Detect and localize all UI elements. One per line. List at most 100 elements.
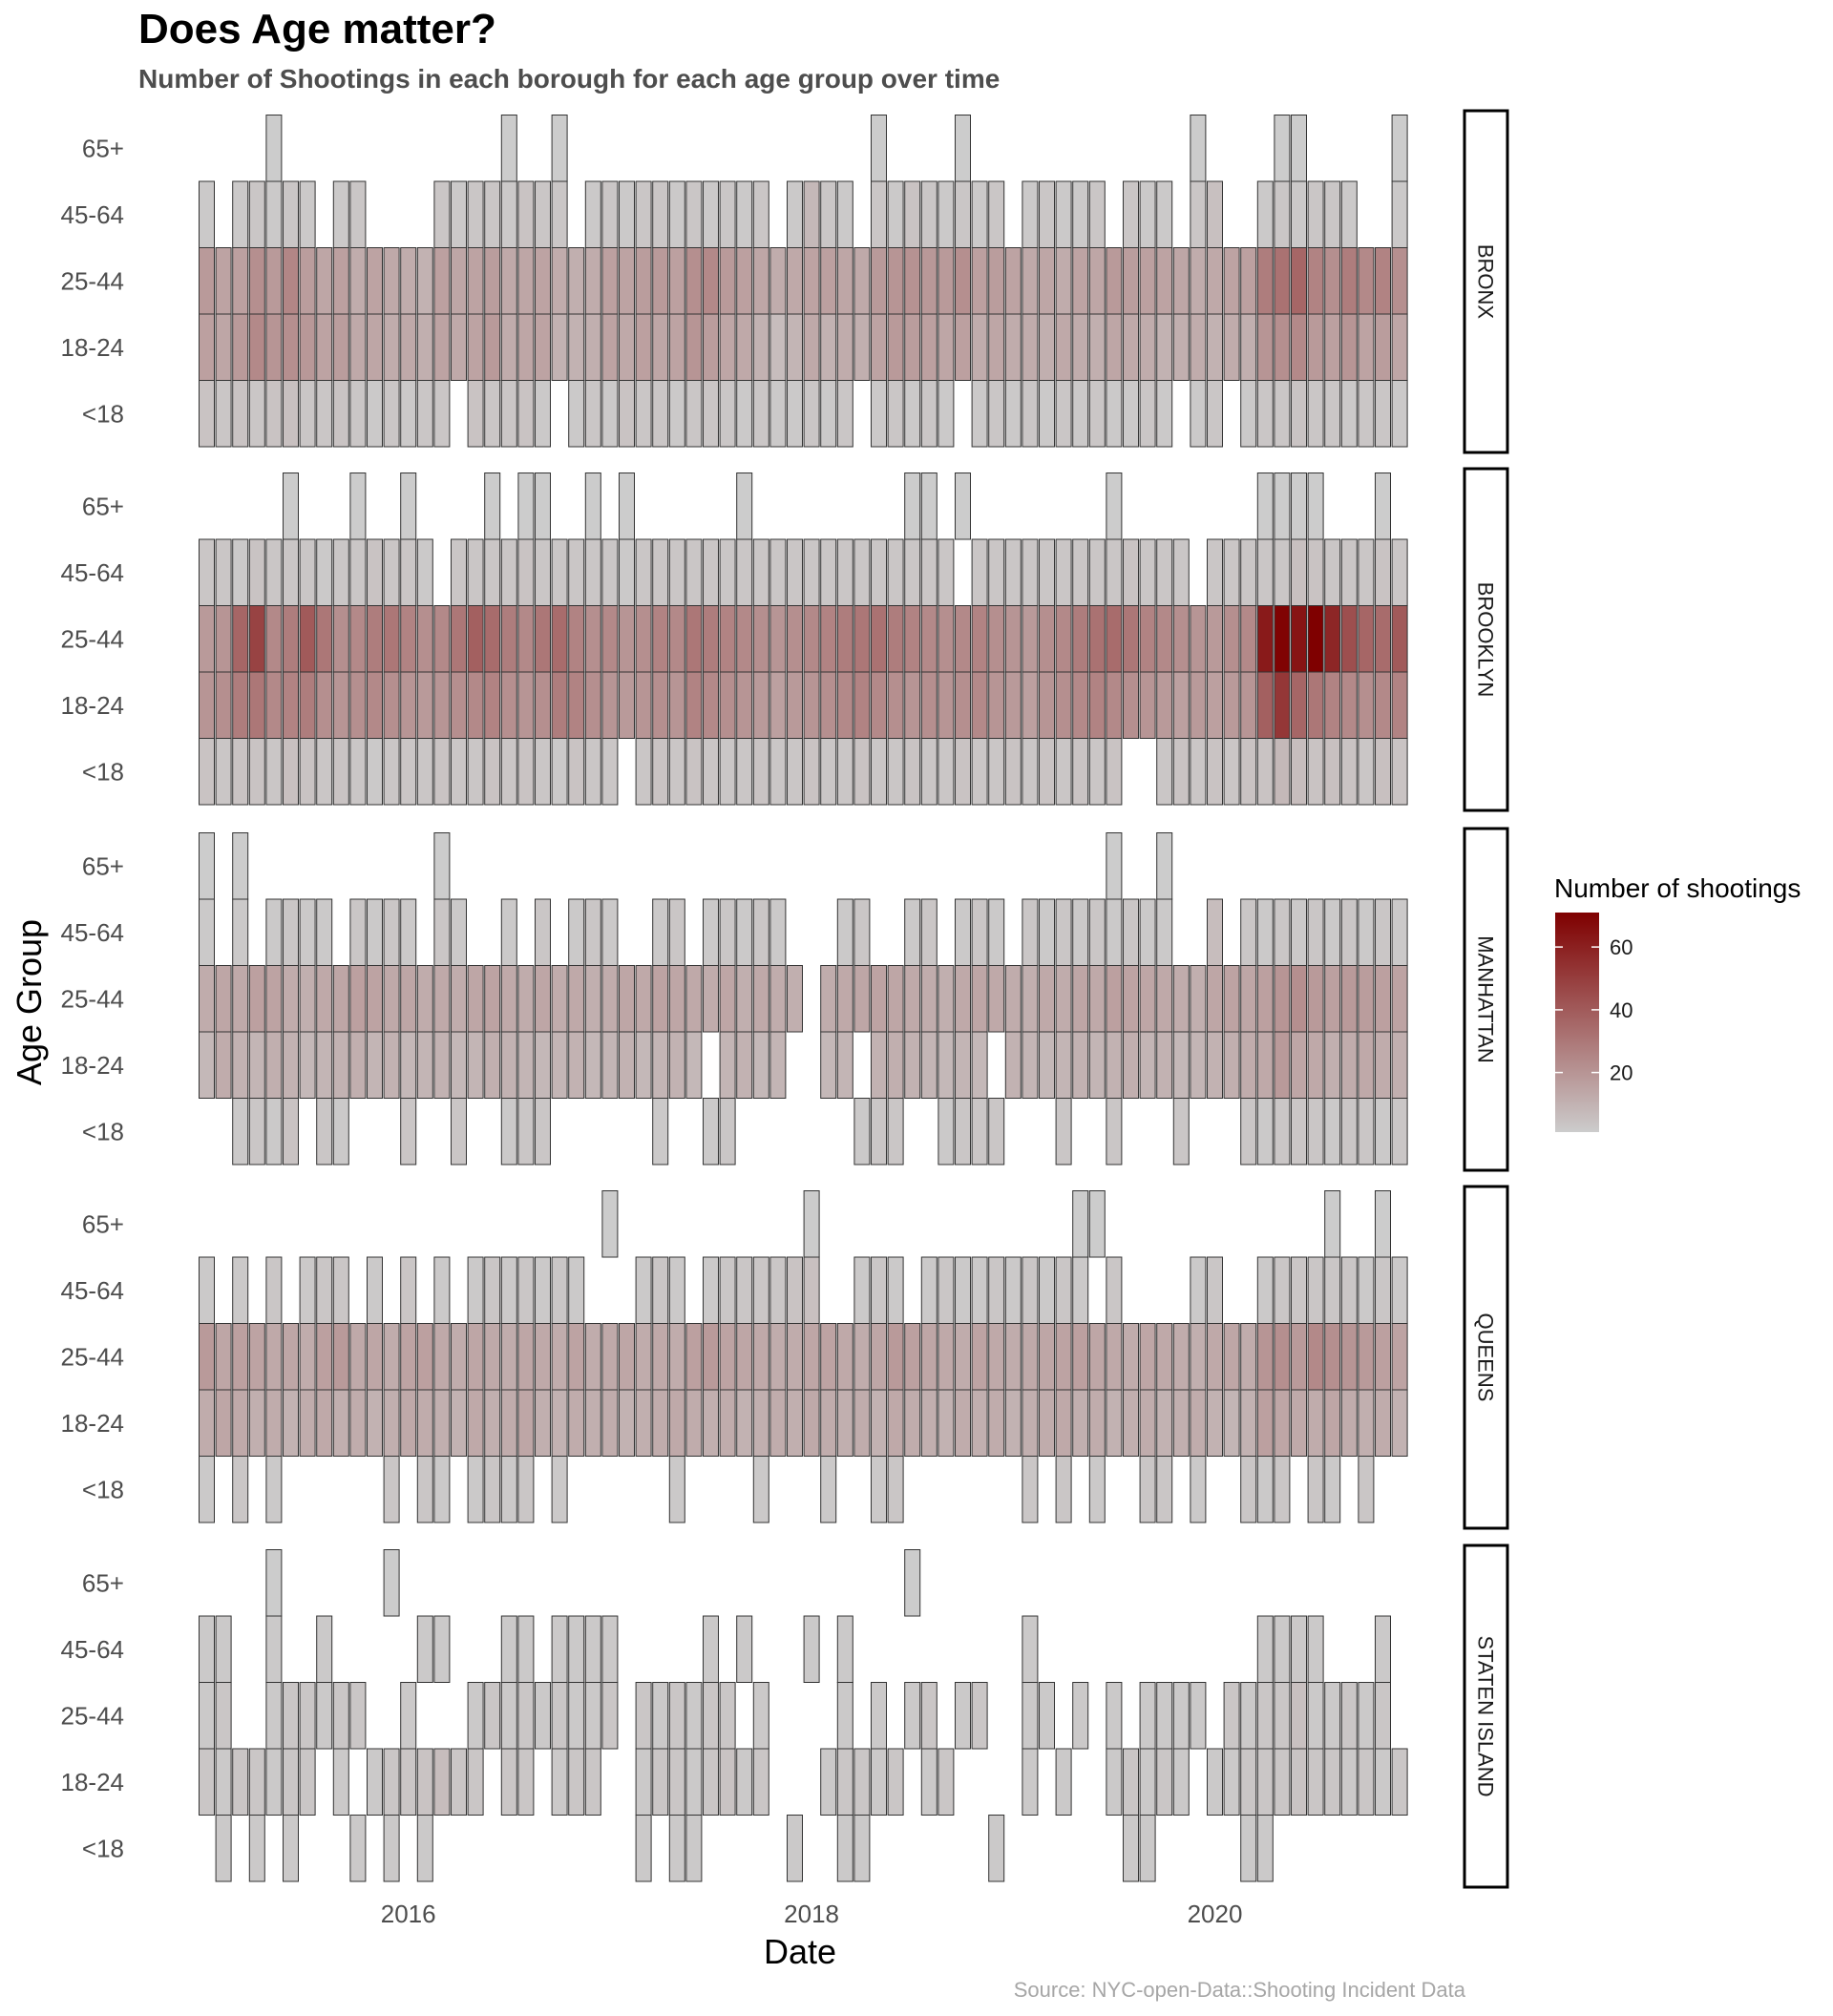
heatmap-cell: QUEENS 18-24 2015-07: 12: [299, 1389, 316, 1457]
heatmap-cell: BRONX 25-44 2017-10: 14: [752, 247, 769, 315]
heatmap-cell: QUEENS 45-64 2015-11: 2: [367, 1256, 383, 1324]
heatmap-cell: MANHATTAN 18-24 2019-02: 9: [1022, 1031, 1039, 1099]
heatmap-cell: MANHATTAN 45-64 2020-10: 2: [1358, 898, 1375, 966]
heatmap-cell: QUEENS 18-24 2016-06: 11: [484, 1389, 501, 1457]
heatmap-cell: BRONX <18 2016-02: 3: [416, 380, 433, 448]
legend-tick-label: 20: [1610, 1061, 1633, 1085]
heatmap-cell: QUEENS 25-44 2019-11: 12: [1172, 1323, 1190, 1391]
heatmap-cell: QUEENS 18-24 2016-10: 10: [551, 1389, 568, 1457]
heatmap-cell: BRONX 25-44 2018-12: 17: [988, 247, 1005, 315]
heatmap-cell: BROOKLYN 25-44 2020-09: 44: [1340, 605, 1358, 673]
heatmap-cell: BRONX 18-24 2020-11: 17: [1375, 313, 1391, 381]
heatmap-cell: MANHATTAN 45-64 2020-08: 2: [1324, 898, 1341, 966]
heatmap-cell: MANHATTAN 45-64 2019-10: 2: [1156, 898, 1173, 966]
heatmap-cell: MANHATTAN 45-64 2017-08: 3: [719, 898, 736, 966]
heatmap-cell: MANHATTAN <18 2017-08: 3: [719, 1098, 736, 1166]
heatmap-cell: STATEN ISLAND 25-44 2018-11: 3: [971, 1682, 988, 1750]
heatmap-cell: BRONX 18-24 2019-10: 10: [1156, 313, 1173, 381]
heatmap-cell: QUEENS 25-44 2019-10: 13: [1156, 1323, 1173, 1391]
heatmap-cell: BROOKLYN 18-24 2020-05: 52: [1274, 671, 1291, 739]
heatmap-cell: BRONX 25-44 2018-01: 15: [803, 247, 820, 315]
heatmap-cell: BROOKLYN 25-44 2020-08: 58: [1324, 605, 1341, 673]
heatmap-cell: MANHATTAN 18-24 2016-03: 10: [433, 1031, 451, 1099]
heatmap-cell: BROOKLYN 18-24 2020-07: 30: [1307, 671, 1324, 739]
heatmap-cell: BRONX <18 2017-06: 3: [685, 380, 703, 448]
heatmap-cell: BROOKLYN <18 2018-12: 3: [988, 738, 1005, 806]
heatmap-cell: BRONX 25-44 2018-05: 18: [871, 247, 887, 315]
heatmap-cell: BRONX 18-24 2018-09: 14: [938, 313, 955, 381]
heatmap-cell: BRONX 45-64 2019-05: 2: [1072, 180, 1089, 248]
heatmap-cell: QUEENS 45-64 2015-01: 2: [199, 1256, 215, 1324]
heatmap-cell: STATEN ISLAND 25-44 2017-01: 3: [601, 1682, 619, 1750]
heatmap-cell: BROOKLYN 45-64 2018-02: 3: [820, 538, 837, 606]
heatmap-cell: MANHATTAN 25-44 2018-10: 13: [955, 965, 971, 1033]
heatmap-cell: QUEENS 25-44 2019-12: 11: [1190, 1323, 1207, 1391]
heatmap-cell: MANHATTAN 45-64 2016-11: 2: [568, 898, 585, 966]
heatmap-cell: BROOKLYN <18 2018-04: 4: [853, 738, 871, 806]
facet-strips: BRONX BROOKLYN MANHATTAN QUEENS STATEN ISLAN…: [1463, 109, 1509, 1889]
heatmap-cell: QUEENS 25-44 2017-01: 13: [601, 1323, 619, 1391]
heatmap-cell: BROOKLYN 18-24 2018-03: 24: [836, 671, 853, 739]
heatmap-cell: MANHATTAN 25-44 2020-07: 18: [1307, 965, 1324, 1033]
heatmap-cell: STATEN ISLAND 18-24 2016-10: 2: [551, 1748, 568, 1816]
heatmap-cell: STATEN ISLAND 18-24 2017-07: 3: [703, 1748, 719, 1816]
heatmap-cell: BROOKLYN 25-44 2019-10: 24: [1156, 605, 1173, 673]
heatmap-cell: BRONX 25-44 2019-11: 14: [1172, 247, 1190, 315]
heatmap-cell: STATEN ISLAND <18 2018-03: 2: [836, 1815, 853, 1882]
heatmap-cell: MANHATTAN 25-44 2015-11: 15: [367, 965, 383, 1033]
heatmap-cell: MANHATTAN 25-44 2015-02: 14: [215, 965, 232, 1033]
heatmap-cell: MANHATTAN 18-24 2018-05: 10: [871, 1031, 887, 1099]
heatmap-cell: MANHATTAN <18 2018-12: 3: [988, 1098, 1005, 1166]
heatmap-cell: QUEENS <18 2015-01: 2: [199, 1456, 215, 1523]
heatmap-cell: BRONX 18-24 2015-05: 20: [265, 313, 283, 381]
heatmap-cell: QUEENS 45-64 2015-09: 3: [332, 1256, 349, 1324]
facet-strip: [1463, 467, 1509, 812]
heatmap-cell: BROOKLYN 25-44 2016-02: 22: [416, 605, 433, 673]
heatmap-cell: QUEENS 25-44 2018-11: 15: [971, 1323, 988, 1391]
heatmap-cell: BRONX 18-24 2016-01: 13: [400, 313, 417, 381]
facet-strip-label: BROOKLYN: [1474, 582, 1498, 698]
heatmap-cell: BROOKLYN <18 2017-07: 3: [703, 738, 719, 806]
heatmap-cell: BRONX 45-64 2017-01: 3: [601, 180, 619, 248]
heatmap-cell: BROOKLYN 65+ 2015-10: 1: [349, 472, 367, 540]
heatmap-cell: BRONX 18-24 2017-06: 20: [685, 313, 703, 381]
heatmap-cell: BROOKLYN 65+ 2018-08: 1: [920, 472, 938, 540]
heatmap-cell: BROOKLYN 18-24 2016-10: 28: [551, 671, 568, 739]
heatmap-cell: BROOKLYN 18-24 2017-12: 18: [787, 671, 803, 739]
heatmap-cell: QUEENS 45-64 2020-05: 3: [1274, 1256, 1291, 1324]
heatmap-cell: QUEENS 25-44 2019-09: 14: [1139, 1323, 1156, 1391]
heatmap-cell: QUEENS 25-44 2017-05: 12: [668, 1323, 685, 1391]
heatmap-cell: MANHATTAN 45-64 2020-04: 2: [1256, 898, 1274, 966]
heatmap-cell: QUEENS 18-24 2020-09: 12: [1340, 1389, 1358, 1457]
heatmap-cell: MANHATTAN 18-24 2016-10: 9: [551, 1031, 568, 1099]
heatmap-cell: BRONX 45-64 2019-02: 2: [1022, 180, 1039, 248]
heatmap-cell: BRONX 25-44 2016-11: 11: [568, 247, 585, 315]
heatmap-cell: BROOKLYN <18 2019-12: 3: [1190, 738, 1207, 806]
heatmap-cell: BROOKLYN 45-64 2019-07: 3: [1106, 538, 1123, 606]
heatmap-cell: BRONX 25-44 2017-08: 18: [719, 247, 736, 315]
heatmap-cell: STATEN ISLAND 65+ 2015-12: 1: [383, 1549, 400, 1617]
heatmap-cell: STATEN ISLAND 25-44 2015-05: 2: [265, 1682, 283, 1750]
heatmap-cell: BROOKLYN 45-64 2016-05: 3: [467, 538, 484, 606]
heatmap-cell: BRONX 18-24 2018-05: 15: [871, 313, 887, 381]
heatmap-cell: BROOKLYN 25-44 2019-02: 18: [1022, 605, 1039, 673]
heatmap-cell: STATEN ISLAND 25-44 2019-07: 2: [1106, 1682, 1123, 1750]
heatmap-cell: MANHATTAN 25-44 2017-09: 11: [736, 965, 753, 1033]
heatmap-cell: QUEENS <18 2016-03: 2: [433, 1456, 451, 1523]
heatmap-cell: MANHATTAN 25-44 2018-03: 13: [836, 965, 853, 1033]
heatmap-cell: STATEN ISLAND <18 2020-04: 2: [1256, 1815, 1274, 1882]
heatmap-cell: STATEN ISLAND 18-24 2016-05: 3: [467, 1748, 484, 1816]
heatmap-cell: STATEN ISLAND 45-64 2016-11: 2: [568, 1615, 585, 1683]
heatmap-cell: BROOKLYN 18-24 2015-07: 28: [299, 671, 316, 739]
heatmap-cell: BRONX 18-24 2018-06: 18: [887, 313, 904, 381]
heatmap-cell: BRONX 18-24 2016-11: 10: [568, 313, 585, 381]
heatmap-cell: BRONX 18-24 2015-04: 24: [248, 313, 265, 381]
heatmap-cell: BROOKLYN <18 2015-01: 4: [199, 738, 215, 806]
heatmap-cell: MANHATTAN 18-24 2020-06: 14: [1291, 1031, 1307, 1099]
heatmap-cell: MANHATTAN 45-64 2015-07: 2: [299, 898, 316, 966]
heatmap-cell: QUEENS 45-64 2020-08: 3: [1324, 1256, 1341, 1324]
heatmap-cell: BRONX 65+ 2020-05: 1: [1274, 115, 1291, 182]
heatmap-cell: BROOKLYN <18 2019-07: 4: [1106, 738, 1123, 806]
heatmap-cell: QUEENS 18-24 2020-08: 14: [1324, 1389, 1341, 1457]
heatmap-cell: QUEENS 45-64 2019-04: 3: [1055, 1256, 1072, 1324]
